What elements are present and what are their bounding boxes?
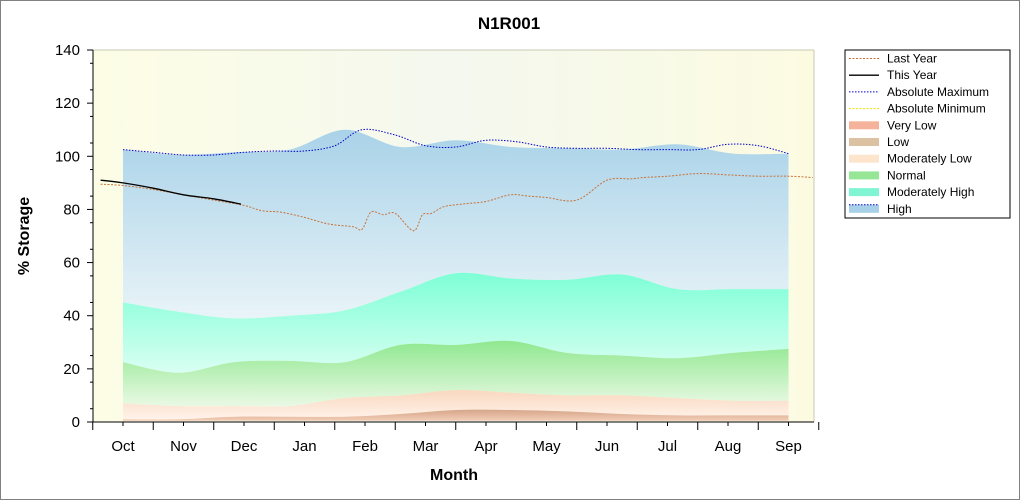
legend-swatch-normal [849, 171, 879, 180]
x-tick-label: Aug [715, 438, 742, 455]
band-low [123, 390, 789, 420]
x-tick-label: Jun [595, 438, 619, 455]
x-tick-label: Nov [170, 438, 197, 455]
legend-label-normal: Normal [887, 168, 926, 182]
y-axis-ticks: 0 20 40 60 80 100 120 140 [55, 42, 93, 431]
band-very-low [123, 409, 789, 421]
x-tick-label: Apr [474, 438, 497, 455]
legend-swatch-moderately-high [849, 188, 879, 197]
y-tick-label: 140 [55, 42, 80, 59]
legend-swatch-low [849, 138, 879, 146]
x-tick-label: May [532, 438, 561, 455]
legend-label-absolute-minimum: Absolute Minimum [887, 102, 986, 116]
chart-title: N1R001 [478, 14, 540, 33]
band-high [123, 129, 789, 319]
x-tick-label: Feb [352, 438, 378, 455]
legend-label-moderately-low: Moderately Low [887, 152, 972, 166]
y-tick-label: 20 [63, 361, 80, 378]
y-tick-label: 60 [63, 255, 80, 272]
x-tick-label: Sep [775, 438, 802, 455]
x-tick-label: Dec [231, 438, 258, 455]
band-layer [123, 129, 789, 421]
x-tick-label: Mar [413, 438, 439, 455]
line-this-year [100, 179, 242, 205]
x-axis-ticks: Oct Nov Dec Jan Feb Mar Apr May Jun Jul Aug Sep [92, 422, 820, 455]
legend-label-this-year: This Year [887, 68, 937, 82]
y-tick-label: 80 [63, 201, 80, 218]
legend-label-last-year: Last Year [887, 52, 937, 66]
band-moderately-high [123, 272, 789, 373]
x-tick-label: Oct [111, 438, 135, 455]
legend: Last Year This Year Absolute Maximum Absolu… [844, 49, 1011, 219]
line-layer [100, 128, 813, 232]
x-tick-label: Jan [292, 438, 316, 455]
legend-label-moderately-high: Moderately High [887, 185, 974, 199]
x-axis-title: Month [430, 467, 478, 484]
legend-swatch-high [849, 204, 879, 213]
legend-swatch-moderately-low [849, 154, 879, 163]
legend-label-very-low: Very Low [887, 118, 937, 132]
y-tick-label: 40 [63, 308, 80, 325]
legend-label-low: Low [887, 135, 909, 149]
band-normal [123, 340, 789, 407]
x-tick-label: Jul [658, 438, 677, 455]
line-last-year [100, 173, 813, 232]
y-tick-label: 120 [55, 95, 80, 112]
legend-label-high: High [887, 202, 912, 216]
legend-label-absolute-maximum: Absolute Maximum [887, 85, 989, 99]
y-tick-label: 100 [55, 148, 80, 165]
y-tick-label: 0 [72, 414, 80, 431]
y-axis-title: % Storage [16, 197, 33, 275]
legend-swatch-very-low [849, 121, 879, 130]
